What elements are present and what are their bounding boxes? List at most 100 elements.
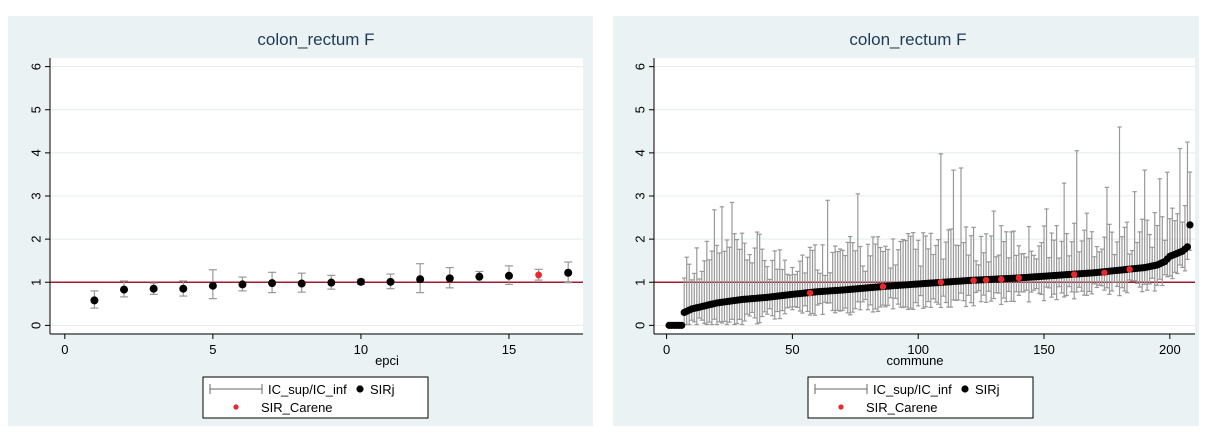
ci-bar-commune-90 [890,238,896,310]
ci-bar-commune-191 [1144,219,1150,291]
ci-bar-commune-73 [848,235,853,316]
ci-bar-commune-139 [1014,254,1019,293]
ci-bar-commune-27 [732,233,737,326]
ci-bar-commune-33 [747,253,752,317]
ci-bar-commune-117 [958,167,964,294]
ci-bar-commune-86 [880,250,886,306]
ci-bar-commune-132 [996,254,1001,294]
y-tick-label-5: 5 [29,106,44,113]
x-tick-label-150: 150 [1033,342,1055,357]
y-tick-label-3: 3 [29,192,44,199]
ci-bar-commune-20 [714,244,720,326]
ci-bar-commune-23 [722,250,727,323]
ci-bar-commune-24 [724,239,730,326]
sirj-point-11 [386,277,395,286]
ci-bar-commune-201 [1170,207,1175,280]
ci-bar-commune-102 [921,232,926,309]
ci-bar-commune-74 [850,242,855,313]
sirj-point-17 [564,268,573,277]
sirj-point-12 [416,275,425,284]
ci-bar-commune-144 [1026,225,1032,303]
ci-bar-commune-195 [1155,224,1160,286]
ci-bar-commune-173 [1099,248,1105,287]
ci-bar-commune-30 [739,232,745,326]
ci-bar-commune-113 [948,228,954,308]
sirj-point-208 [1186,221,1194,229]
sir-carene-point-57 [806,289,814,297]
ci-bar-commune-52 [795,270,800,309]
sirj-point-5 [208,281,217,290]
ci-bar-commune-81 [868,255,873,306]
sirj-point-13 [445,274,454,283]
ci-bar-commune-58 [810,249,815,315]
right-legend-ci-symbol [814,384,868,394]
ci-bar-commune-56 [805,256,810,313]
ci-bar-commune-54 [800,254,805,314]
ci-bar-commune-159 [1064,233,1069,297]
ci-bar-commune-142 [1021,252,1027,293]
sirj-point-7 [268,279,277,288]
ci-bar-commune-183 [1124,221,1130,294]
ci-bar-commune-67 [832,245,838,314]
sirj-point-10 [356,277,365,286]
ci-bar-commune-28 [734,239,740,325]
ci-bar-commune-182 [1122,226,1127,292]
left-legend-box [202,376,429,419]
sir-carene-point-174 [1101,269,1108,276]
ci-bar-commune-35 [752,247,757,319]
ci-bar-commune-162 [1072,222,1077,300]
ci-bar-commune-94 [900,239,906,309]
ci-bar-commune-78 [860,265,866,303]
left-sir-points [90,268,573,305]
ci-bar-commune-91 [893,264,898,300]
ci-bar-commune-150 [1041,225,1047,302]
ci-bar-commune-107 [933,244,939,303]
ci-bar-commune-103 [923,235,928,308]
x-tick-label-100: 100 [907,342,929,357]
ci-bar-commune-84 [875,236,881,313]
sirj-point-6 [678,321,686,329]
y-tick-label-2: 2 [633,236,648,243]
ci-bar-commune-98 [910,231,916,310]
ci-bar-commune-66 [830,251,835,312]
x-tick-label-50: 50 [785,342,799,357]
x-tick-label-0: 0 [61,342,68,357]
ci-bar-commune-122 [971,226,976,307]
ci-bar-commune-171 [1094,246,1100,289]
ci-bar-commune-75 [853,250,858,310]
right-legend-sirj-marker [961,385,969,393]
right-legend-sirj-label: SIRj [975,382,1000,397]
ci-bar-commune-96 [905,232,911,311]
ci-bar-commune-83 [873,243,878,310]
ci-bar-commune-138 [1011,230,1017,303]
ci-bar-commune-47 [782,259,788,315]
right-x-axis-label: commune [886,353,943,368]
ci-bar-commune-11 [692,272,697,323]
sirj-point-2 [120,285,129,294]
x-tick-label-0: 0 [663,342,670,357]
ci-bar-commune-32 [744,259,750,315]
ci-bar-commune-192 [1147,233,1152,285]
ci-bar-commune-69 [838,248,843,312]
sirj-point-1 [90,296,99,305]
ci-bar-commune-204 [1177,147,1183,266]
ci-bar-commune-72 [845,241,850,314]
ci-bar-commune-17 [707,259,712,323]
ci-bar-commune-95 [903,239,908,308]
x-tick-label-5: 5 [209,342,216,357]
ci-bar-commune-174 [1102,236,1107,291]
ci-bar-commune-100 [916,239,921,307]
ci-bar-commune-200 [1167,218,1173,277]
ci-bar-commune-134 [1001,240,1006,299]
ci-bar-commune-18 [709,250,715,326]
left-legend-ci-symbol [209,384,263,394]
right-confidence-intervals [681,126,1193,326]
ci-bar-commune-177 [1109,231,1115,292]
ci-bar-commune-25 [727,246,732,323]
ci-bar-commune-155 [1054,225,1059,301]
right-sir-points [665,221,1194,329]
ci-bar-commune-53 [797,260,803,312]
ci-bar-commune-42 [770,259,775,317]
ci-bar-commune-135 [1004,231,1009,303]
sir-carene-point-109 [937,279,945,286]
